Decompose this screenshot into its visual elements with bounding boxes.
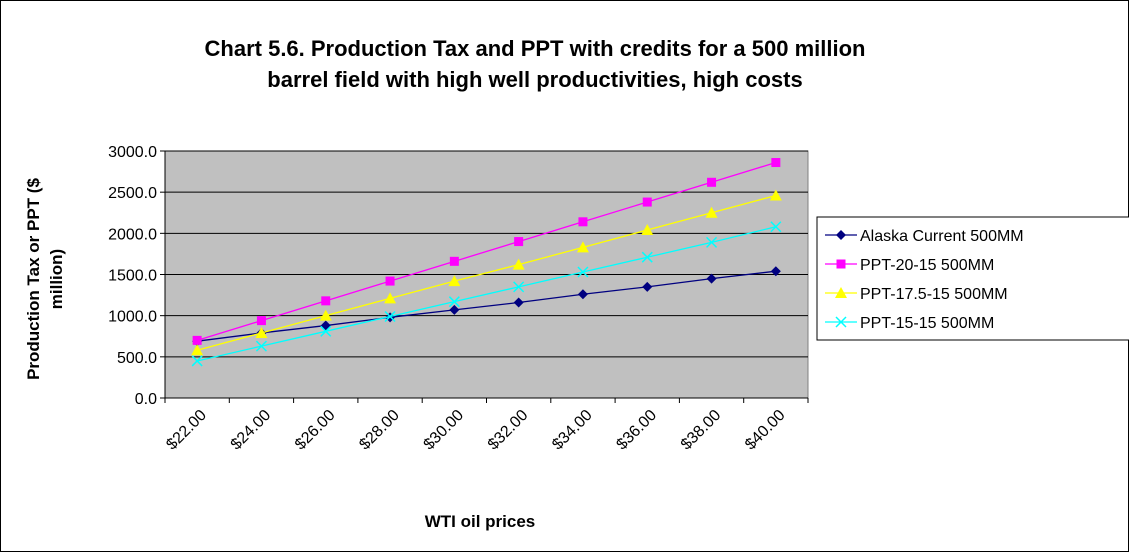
marker — [576, 241, 589, 253]
chart-title: Chart 5.6. Production Tax and PPT with c… — [204, 36, 866, 92]
marker — [705, 206, 718, 218]
marker — [641, 224, 654, 236]
series-line — [196, 194, 777, 351]
marker — [255, 340, 267, 352]
marker — [448, 296, 460, 308]
legend: Alaska Current 500MM PPT-20-15 500MM PPT-1… — [816, 216, 1129, 341]
y-tick-label: 2000.0 — [108, 226, 157, 243]
marker — [192, 335, 202, 345]
marker — [770, 266, 781, 277]
marker — [836, 230, 846, 240]
marker — [642, 281, 653, 292]
marker — [577, 289, 588, 300]
series-line — [196, 161, 777, 341]
marker — [514, 237, 524, 247]
marker — [835, 287, 847, 298]
marker — [384, 310, 396, 323]
series-line — [197, 270, 776, 342]
legend-label: PPT-15-15 500MM — [860, 315, 994, 332]
marker — [770, 221, 782, 233]
marker — [449, 256, 459, 266]
marker — [706, 236, 718, 248]
marker — [384, 292, 397, 304]
marker — [513, 297, 524, 308]
marker — [191, 344, 204, 356]
y-tick-label: 3000.0 — [108, 144, 157, 161]
x-axis-label: WTI oil prices — [424, 512, 536, 531]
legend-label: PPT-17.5-15 500MM — [860, 286, 1008, 303]
marker — [642, 197, 652, 207]
marker — [769, 189, 782, 201]
marker — [836, 259, 846, 269]
marker — [255, 326, 268, 338]
marker — [319, 309, 332, 321]
marker — [835, 316, 847, 328]
series-line — [197, 226, 777, 362]
marker — [448, 275, 461, 287]
marker — [385, 276, 395, 286]
marker — [577, 266, 589, 278]
marker — [641, 251, 653, 263]
marker — [706, 273, 717, 284]
y-tick-label: 1500.0 — [108, 268, 157, 285]
marker — [321, 296, 331, 306]
y-tick-label: 2500.0 — [108, 185, 157, 202]
legend-box — [816, 216, 1129, 341]
marker — [578, 217, 588, 227]
marker — [256, 316, 266, 326]
marker — [512, 258, 525, 270]
marker — [191, 355, 203, 367]
marker — [513, 281, 525, 293]
marker — [320, 325, 332, 337]
legend-label: PPT-20-15 500MM — [860, 257, 994, 274]
marker — [771, 158, 781, 168]
y-tick-label: 1000.0 — [108, 309, 157, 326]
marker — [449, 304, 460, 315]
y-axis-label: Production Tax or PPT ($ million) — [24, 178, 66, 380]
y-tick-label: 500.0 — [117, 350, 157, 367]
y-tick-label: 0.0 — [135, 391, 157, 408]
marker — [707, 177, 717, 187]
legend-label: Alaska Current 500MM — [860, 228, 1024, 245]
